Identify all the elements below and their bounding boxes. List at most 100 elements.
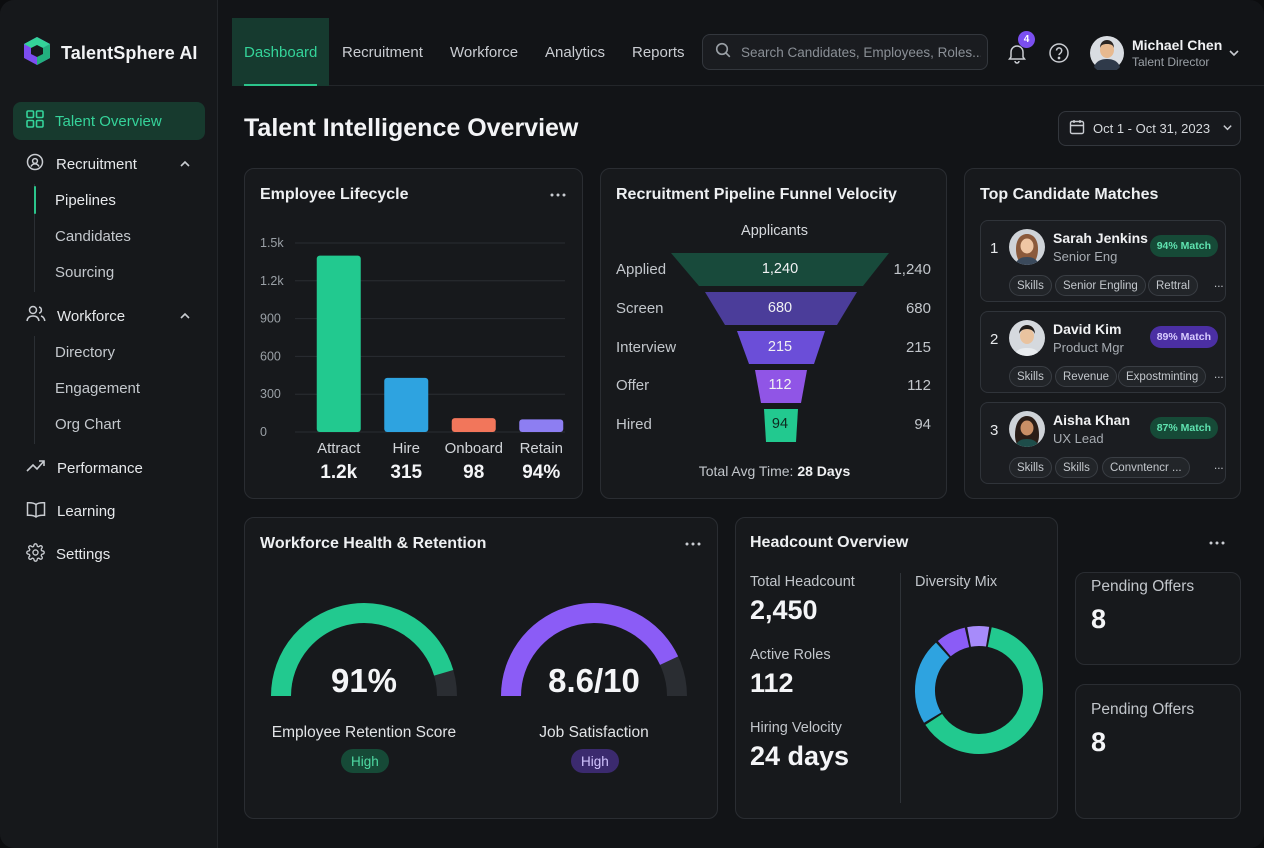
stat-value: 2,450 bbox=[750, 595, 818, 625]
notification-badge: 4 bbox=[1018, 31, 1035, 48]
more-options-icon[interactable] bbox=[1209, 533, 1225, 551]
funnel-stage-label: Offer bbox=[616, 377, 650, 394]
candidate-card[interactable]: 2 David Kim Product Mgr 89% Match Skills… bbox=[980, 311, 1226, 393]
funnel-segment-value: 680 bbox=[767, 300, 793, 316]
date-range-picker[interactable]: Oct 1 - Oct 31, 2023 bbox=[1058, 111, 1241, 146]
sidebar-item-label: Performance bbox=[57, 459, 143, 477]
sidebar-sub-sourcing[interactable]: Sourcing bbox=[55, 264, 115, 281]
satisfaction-label: Job Satisfaction bbox=[539, 724, 649, 741]
retention-score-label: Employee Retention Score bbox=[271, 724, 457, 741]
bar-retain[interactable] bbox=[519, 419, 564, 432]
more-options-icon[interactable] bbox=[685, 534, 701, 552]
chevron-down-icon[interactable] bbox=[1228, 46, 1240, 64]
search-box[interactable] bbox=[702, 34, 988, 70]
skill-chip[interactable]: Skills bbox=[1009, 275, 1052, 296]
tab-recruitment[interactable]: Recruitment bbox=[342, 43, 423, 61]
sidebar-item-label: Settings bbox=[56, 545, 111, 563]
funnel-stage-count: 112 bbox=[907, 377, 931, 394]
tab-dashboard[interactable]: Dashboard bbox=[232, 18, 330, 86]
card-title: Top Candidate Matches bbox=[980, 186, 1159, 203]
tab-analytics[interactable]: Analytics bbox=[545, 43, 606, 61]
candidate-card[interactable]: 1 Sarah Jenkins Senior Eng 94% Match Ski… bbox=[980, 220, 1226, 302]
bar-value-label: 98 bbox=[463, 462, 484, 483]
candidate-rank: 1 bbox=[990, 240, 999, 257]
sidebar-item-workforce[interactable]: Workforce bbox=[13, 297, 205, 335]
date-range-label: Oct 1 - Oct 31, 2023 bbox=[1093, 121, 1211, 136]
help-icon[interactable] bbox=[1048, 42, 1070, 69]
chevron-up-icon[interactable] bbox=[179, 157, 191, 174]
tab-workforce[interactable]: Workforce bbox=[450, 43, 519, 61]
diversity-label: Diversity Mix bbox=[915, 574, 998, 590]
chevron-up-icon[interactable] bbox=[179, 309, 191, 326]
x-category-label: Retain bbox=[520, 440, 563, 457]
bell-icon[interactable] bbox=[1006, 42, 1028, 69]
sidebar-item-talent-overview[interactable]: Talent Overview bbox=[13, 102, 205, 140]
user-name[interactable]: Michael Chen bbox=[1132, 37, 1223, 53]
sidebar-sub-candidates[interactable]: Candidates bbox=[55, 228, 131, 245]
candidate-role: UX Lead bbox=[1053, 431, 1104, 446]
sidebar-item-performance[interactable]: Performance bbox=[13, 449, 205, 487]
skill-chip[interactable]: Senior Engling bbox=[1055, 275, 1146, 296]
more-chips: ... bbox=[1214, 369, 1224, 381]
search-input[interactable] bbox=[741, 44, 981, 60]
sidebar-sub-directory[interactable]: Directory bbox=[55, 344, 116, 361]
candidate-avatar bbox=[1009, 320, 1045, 356]
funnel-stage-label: Screen bbox=[616, 300, 664, 317]
skill-chip[interactable]: Expostminting bbox=[1118, 366, 1207, 387]
chevron-down-icon bbox=[1222, 121, 1233, 136]
candidate-rank: 2 bbox=[990, 331, 999, 348]
candidate-name: Sarah Jenkins bbox=[1053, 230, 1148, 246]
candidate-card[interactable]: 3 Aisha Khan UX Lead 87% Match Skills Sk… bbox=[980, 402, 1226, 484]
skill-chip[interactable]: Convntencr ... bbox=[1102, 457, 1190, 478]
funnel-total-value: 28 Days bbox=[797, 463, 851, 479]
skill-chip[interactable]: Skills bbox=[1009, 366, 1052, 387]
y-tick-label: 600 bbox=[260, 349, 281, 363]
retention-gauge-arc bbox=[271, 603, 454, 697]
donut-slice-2[interactable] bbox=[915, 642, 950, 723]
sidebar-item-recruitment[interactable]: Recruitment bbox=[13, 145, 205, 183]
sidebar-sub-pipelines[interactable]: Pipelines bbox=[55, 192, 116, 209]
sidebar-sub-engagement[interactable]: Engagement bbox=[55, 380, 141, 397]
candidate-role: Product Mgr bbox=[1053, 340, 1124, 355]
retention-score-value: 91% bbox=[330, 662, 398, 699]
skill-chip[interactable]: Skills bbox=[1009, 457, 1052, 478]
funnel-stage-count: 1,240 bbox=[893, 261, 931, 278]
y-tick-label: 900 bbox=[260, 312, 281, 326]
funnel-segment-interview bbox=[737, 331, 825, 364]
sidebar-sub-org-chart[interactable]: Org Chart bbox=[55, 416, 121, 433]
satisfaction-value: 8.6/10 bbox=[548, 662, 640, 699]
lifecycle-bar-chart: 1.5k 1.2k 900 600 300 0 Attract 1.2k Hire 315 Onbo… bbox=[260, 236, 565, 483]
brand-name: TalentSphere AI bbox=[61, 43, 198, 63]
donut-slice-3[interactable] bbox=[937, 627, 970, 657]
more-options-icon[interactable] bbox=[550, 185, 566, 203]
sidebar-item-learning[interactable]: Learning bbox=[13, 492, 205, 530]
employee-lifecycle-card: Employee Lifecycle 1.5k 1.2k 900 600 300 0 Att… bbox=[244, 168, 583, 499]
funnel-segment-offer bbox=[755, 370, 807, 403]
submenu-line bbox=[34, 336, 35, 444]
bar-onboard[interactable] bbox=[451, 418, 496, 432]
y-tick-label: 1.5k bbox=[260, 236, 284, 250]
candidate-rank: 3 bbox=[990, 422, 999, 439]
donut-slice-4[interactable] bbox=[967, 626, 990, 647]
skill-chip[interactable]: Skills bbox=[1055, 457, 1098, 478]
brand[interactable]: TalentSphere AI bbox=[22, 36, 198, 71]
bar-hire[interactable] bbox=[384, 377, 429, 432]
donut-slice-1[interactable] bbox=[925, 627, 1043, 754]
funnel-stage-count: 680 bbox=[905, 300, 931, 317]
bar-attract[interactable] bbox=[316, 255, 361, 432]
user-avatar[interactable] bbox=[1090, 36, 1124, 75]
user-role: Talent Director bbox=[1132, 55, 1210, 69]
skill-chip[interactable]: Revenue bbox=[1055, 366, 1118, 387]
skill-chip[interactable]: Rettral bbox=[1148, 275, 1198, 296]
sidebar-item-label: Learning bbox=[57, 502, 116, 520]
active-sub-indicator bbox=[34, 186, 36, 214]
funnel-total-label: Total Avg Time: bbox=[698, 463, 794, 479]
match-badge: 94% Match bbox=[1149, 235, 1218, 257]
bar-value-label: 315 bbox=[390, 462, 422, 483]
tab-reports[interactable]: Reports bbox=[632, 43, 685, 61]
match-badge: 87% Match bbox=[1149, 417, 1218, 439]
funnel-stage-label: Interview bbox=[616, 339, 677, 356]
sidebar-item-settings[interactable]: Settings bbox=[13, 535, 205, 573]
candidate-name: David Kim bbox=[1053, 321, 1122, 337]
funnel-chart bbox=[671, 253, 889, 442]
